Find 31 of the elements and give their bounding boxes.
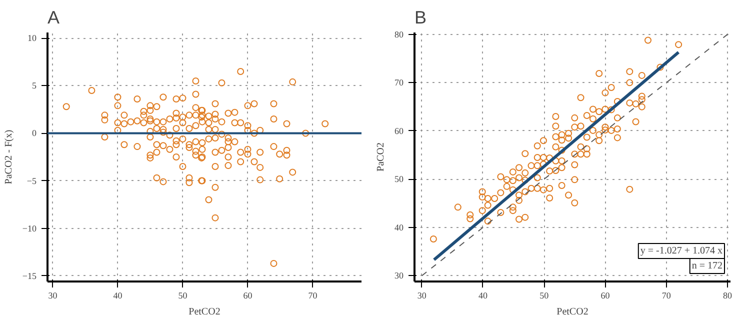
y-tick-label: 50 <box>394 174 404 184</box>
y-axis-title: PaCO2 <box>376 142 386 172</box>
x-tick-label: 60 <box>600 290 610 300</box>
x-tick-label: 30 <box>417 290 427 300</box>
y-tick-label: 70 <box>394 78 404 88</box>
y-tick-label: 40 <box>394 222 404 232</box>
x-tick-label: 30 <box>48 290 58 300</box>
x-tick-label: 40 <box>478 290 488 300</box>
x-tick-label: 70 <box>662 290 672 300</box>
y-tick-label: 0 <box>32 128 37 138</box>
x-axis-title: PetCO2 <box>556 306 588 318</box>
x-tick-label: 60 <box>243 290 253 300</box>
chart-title: B <box>414 8 427 28</box>
y-tick-label: 5 <box>32 80 37 91</box>
y-tick-label: 10 <box>28 33 37 44</box>
y-tick-label: −15 <box>22 270 37 281</box>
x-tick-label: 80 <box>722 290 732 300</box>
y-tick-label: 30 <box>394 270 404 281</box>
y-tick-label: −10 <box>22 223 37 234</box>
annotation: n = 172 <box>692 260 722 272</box>
y-tick-label: 60 <box>394 126 404 136</box>
y-tick-label: 80 <box>394 29 404 40</box>
x-tick-label: 50 <box>178 290 188 300</box>
annotation: y = -1.027 + 1.074 x <box>640 246 722 256</box>
y-axis-title: PaCO2 - F(x) <box>3 130 14 184</box>
y-tick-label: −5 <box>26 176 37 186</box>
x-axis-title: PetCO2 <box>188 306 220 318</box>
x-tick-label: 40 <box>113 290 123 300</box>
x-tick-label: 50 <box>540 290 550 300</box>
chart-title: A <box>48 8 60 28</box>
x-tick-label: 70 <box>308 290 318 300</box>
